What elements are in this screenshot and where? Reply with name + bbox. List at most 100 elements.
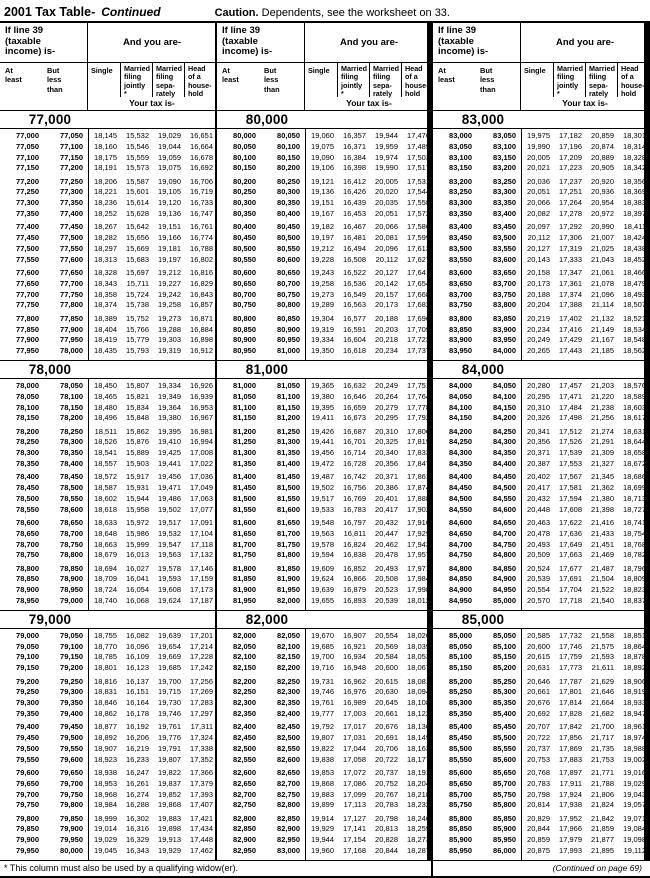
but-less-than-cell: 84,800 [493, 550, 516, 560]
married-jointly-tax-cell: 17,429 [559, 335, 582, 345]
single-tax-cell: 20,707 [527, 722, 550, 732]
married-jointly-tax-cell: 16,604 [343, 335, 366, 345]
married-jointly-tax-cell: 17,058 [343, 754, 366, 764]
head-household-tax-cell: 16,967 [190, 413, 213, 423]
but-less-than-cell: 85,700 [493, 778, 516, 788]
but-less-than-cell: 79,950 [60, 835, 83, 845]
table-row: 85,500 85,550 20,737 17,869 21,735 18,98… [433, 744, 646, 755]
table-row: 82,150 82,200 19,716 16,948 20,600 18,06… [217, 663, 430, 674]
but-less-than-cell: 80,550 [277, 243, 300, 253]
but-less-than-cell: 79,700 [60, 778, 83, 788]
at-least-cell: 80,700 [233, 289, 256, 299]
married-separately-tax-cell: 20,035 [375, 198, 398, 208]
but-less-than-cell: 82,800 [277, 800, 300, 810]
at-least-cell: 79,950 [16, 846, 39, 856]
at-least-cell: 78,950 [16, 596, 39, 606]
at-least-cell: 83,100 [449, 152, 472, 162]
married-jointly-tax-cell: 16,536 [343, 278, 366, 288]
single-tax-cell: 18,389 [94, 313, 117, 323]
table-row: 80,150 80,200 19,106 16,398 19,990 17,51… [217, 163, 430, 174]
head-household-tax-cell: 16,898 [190, 335, 213, 345]
married-jointly-tax-cell: 16,976 [343, 687, 366, 697]
table-row: 80,300 80,350 19,151 16,439 20,035 17,55… [217, 198, 430, 209]
married-jointly-tax-cell: 17,553 [559, 459, 582, 469]
but-less-than-cell: 79,250 [60, 676, 83, 686]
single-tax-cell: 19,594 [311, 550, 334, 560]
married-jointly-tax-cell: 17,402 [559, 313, 582, 323]
but-less-than-cell: 85,850 [493, 813, 516, 823]
married-jointly-tax-cell: 17,622 [559, 518, 582, 527]
head-household-tax-cell: 17,998 [407, 585, 430, 595]
table-row: 80,750 80,800 19,289 16,563 20,173 17,68… [217, 300, 430, 311]
single-tax-cell: 19,853 [311, 767, 334, 777]
head-household-tax-cell: 16,761 [190, 222, 213, 232]
at-least-cell: 77,800 [16, 313, 39, 323]
married-jointly-tax-cell: 17,374 [559, 289, 582, 299]
head-household-tax-cell: 17,324 [190, 733, 213, 743]
married-separately-tax-cell: 20,005 [375, 176, 398, 186]
single-tax-cell: 20,600 [527, 641, 550, 651]
married-separately-tax-cell: 19,761 [158, 722, 181, 732]
at-least-cell: 78,850 [16, 574, 39, 584]
at-least-cell: 83,550 [449, 254, 472, 264]
married-jointly-tax-cell: 16,096 [126, 641, 149, 651]
married-separately-tax-cell: 21,575 [591, 641, 614, 651]
married-jointly-tax-cell: 17,127 [343, 813, 366, 823]
but-less-than-cell: 82,700 [277, 778, 300, 788]
married-separately-tax-cell: 20,020 [375, 187, 398, 197]
section-band: 84,000 [433, 359, 644, 379]
but-less-than-cell: 79,650 [60, 767, 83, 777]
head-household-tax-cell: 18,644 [623, 437, 646, 447]
table-row: 84,750 84,800 20,509 17,663 21,469 18,78… [433, 550, 646, 561]
at-least-cell: 80,450 [233, 233, 256, 243]
head-household-tax-cell: 17,778 [407, 402, 430, 412]
but-less-than-cell: 79,800 [60, 800, 83, 810]
single-tax-cell: 18,541 [94, 448, 117, 458]
head-household-tax-cell: 17,338 [190, 743, 213, 753]
table-row: 81,100 81,150 19,395 16,659 20,279 17,77… [217, 403, 430, 414]
header-married-filing-jointly: Married filing jointly * [337, 63, 369, 97]
married-separately-tax-cell: 20,417 [375, 504, 398, 514]
table-row: 83,250 83,300 20,051 17,251 20,936 18,36… [433, 187, 646, 198]
married-jointly-tax-cell: 17,209 [559, 152, 582, 162]
head-household-tax-cell: 17,104 [190, 528, 213, 538]
married-separately-tax-cell: 19,685 [158, 663, 181, 673]
at-least-cell: 85,650 [449, 778, 472, 788]
at-least-cell: 81,850 [233, 574, 256, 584]
header-and-you-are: And you are- [305, 23, 433, 63]
single-tax-cell: 20,722 [527, 733, 550, 743]
head-household-tax-cell: 16,719 [190, 187, 213, 197]
but-less-than-cell: 82,850 [277, 813, 300, 823]
single-tax-cell: 20,188 [527, 289, 550, 299]
at-least-cell: 80,500 [233, 243, 256, 253]
but-less-than-cell: 82,300 [277, 687, 300, 697]
but-less-than-cell: 83,750 [493, 289, 516, 299]
married-separately-tax-cell: 19,959 [375, 141, 398, 151]
head-household-tax-cell: 17,957 [407, 550, 430, 560]
at-least-cell: 84,900 [449, 585, 472, 595]
single-tax-cell: 18,252 [94, 209, 117, 219]
married-jointly-tax-cell: 16,687 [343, 426, 366, 436]
table-row: 81,600 81,650 19,548 16,797 20,432 17,91… [217, 518, 430, 529]
head-household-tax-cell: 17,146 [190, 563, 213, 573]
table-row: 84,850 84,900 20,539 17,691 21,504 18,80… [433, 574, 646, 585]
married-jointly-tax-cell: 17,828 [559, 708, 582, 718]
at-least-cell: 77,750 [16, 300, 39, 310]
at-least-cell: 83,450 [449, 233, 472, 243]
head-household-tax-cell: 17,531 [407, 176, 430, 186]
single-tax-cell: 20,859 [527, 835, 550, 845]
tax-table-page: 2001 Tax Table- Continued Caution. Depen… [0, 5, 650, 878]
table-row: 82,700 82,750 19,883 17,099 20,767 18,21… [217, 790, 430, 801]
but-less-than-cell: 82,550 [277, 743, 300, 753]
but-less-than-cell: 78,200 [60, 413, 83, 423]
married-separately-tax-cell: 20,972 [591, 209, 614, 219]
single-tax-cell: 19,624 [311, 574, 334, 584]
table-row: 82,050 82,100 19,685 16,921 20,569 18,03… [217, 642, 430, 653]
single-tax-cell: 18,831 [94, 687, 117, 697]
single-tax-cell: 20,280 [527, 380, 550, 390]
but-less-than-cell: 85,450 [493, 722, 516, 732]
head-household-tax-cell: 17,201 [190, 630, 213, 640]
married-jointly-tax-cell: 16,178 [126, 708, 149, 718]
head-household-tax-cell: 16,651 [190, 131, 213, 140]
at-least-cell: 83,300 [449, 198, 472, 208]
